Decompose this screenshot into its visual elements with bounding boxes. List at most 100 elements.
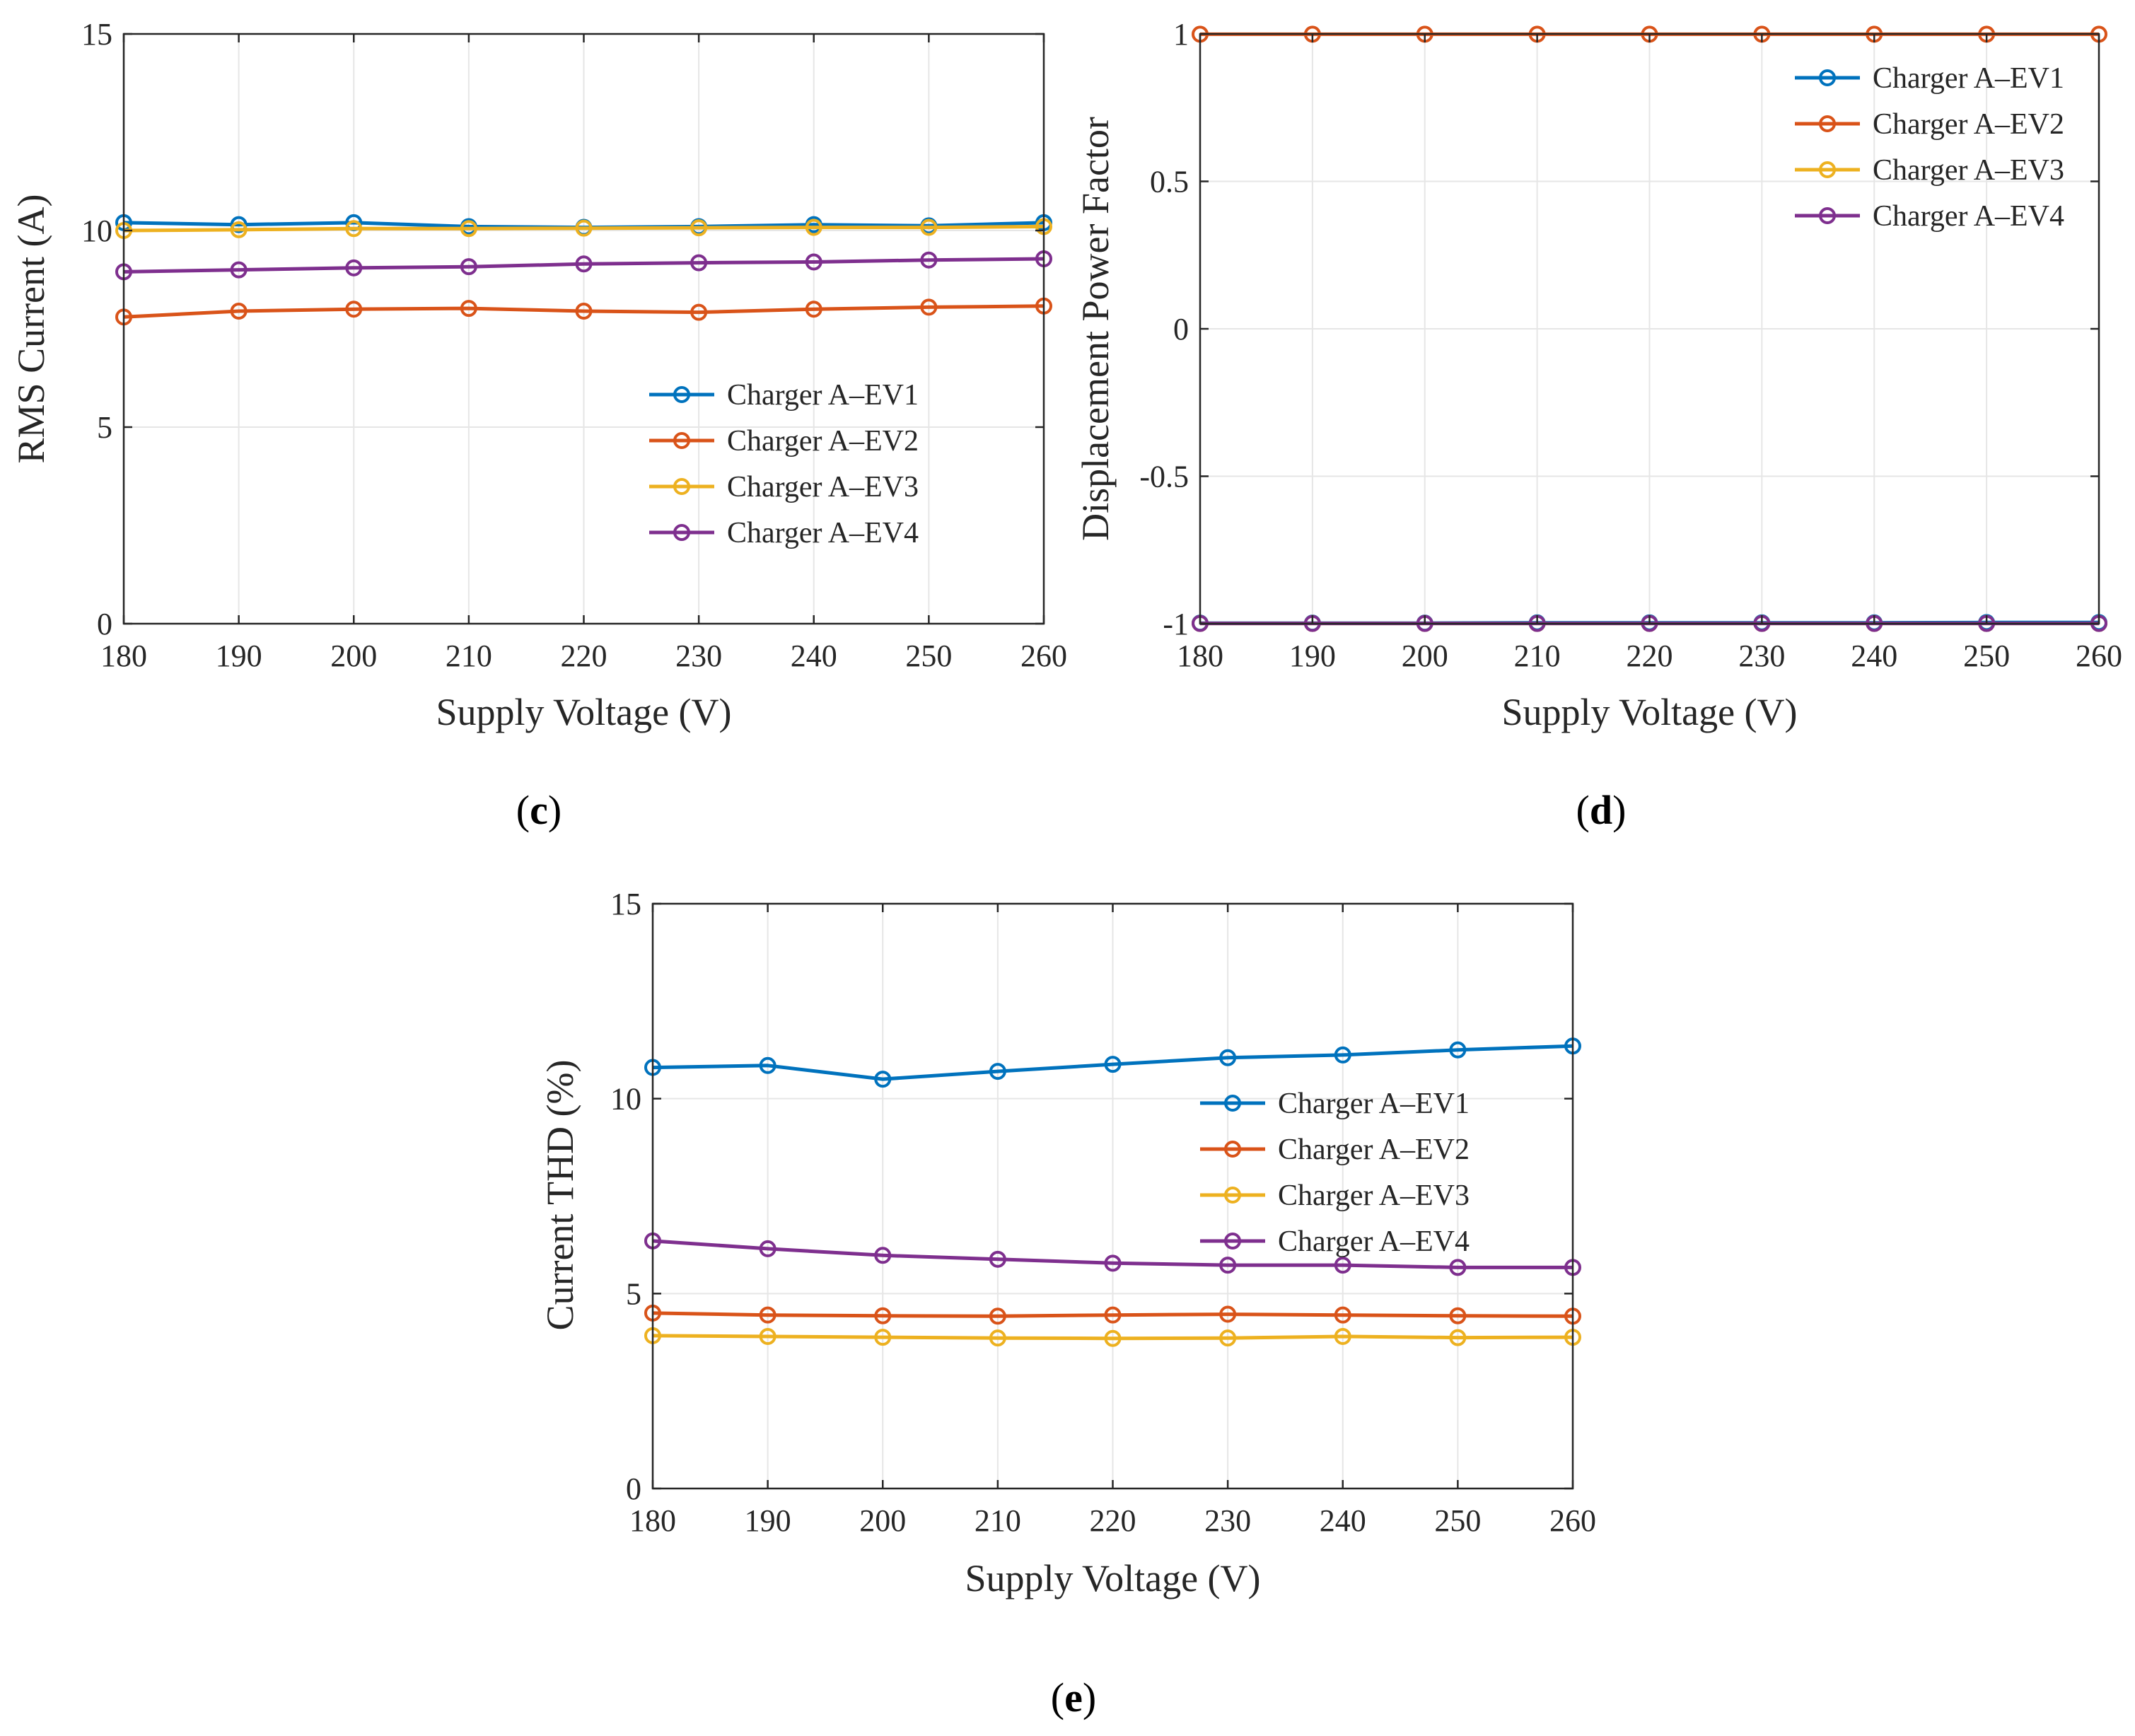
- caption-paren-open: (: [516, 787, 530, 833]
- data-point: [874, 1071, 892, 1088]
- chart-panel-d: 180 190 200 210 220 230 240 250 260 -1 -0.5 0 0.5 1 Su…: [1074, 17, 2122, 833]
- x-tick-label: 260: [1549, 1503, 1596, 1538]
- data-point: [575, 219, 593, 237]
- y-axis-label: Displacement Power Factor: [1074, 117, 1117, 541]
- legend-entry: Charger A–EV3: [649, 471, 919, 503]
- x-tick-label: 240: [1320, 1503, 1366, 1538]
- legend-entry: Charger A–EV4: [649, 517, 919, 549]
- legend-entry: Charger A–EV1: [1795, 62, 2064, 95]
- x-axis-label: Supply Voltage (V): [965, 1557, 1261, 1600]
- legend-swatch-marker: [1819, 115, 1836, 132]
- legend-entry: Charger A–EV3: [1200, 1179, 1470, 1212]
- ticks: 180 190 200 210 220 230 240 250 260 -1 -0.5 0 0.5 1: [1139, 17, 2122, 673]
- series-line: [652, 1334, 1573, 1341]
- data-point: [230, 302, 248, 320]
- legend-label: Charger A–EV4: [727, 517, 919, 549]
- y-tick-label: 1: [1173, 17, 1189, 52]
- data-point: [874, 1307, 892, 1324]
- y-tick-label: -1: [1163, 607, 1189, 641]
- x-tick-label: 220: [561, 639, 607, 673]
- series-line: [652, 1239, 1573, 1269]
- caption-paren-open: (: [1051, 1674, 1064, 1720]
- chart-panel-c: 180 190 200 210 220 230 240 250 260 0 5 10 15 Supply …: [10, 17, 1067, 833]
- x-tick-label: 180: [629, 1503, 676, 1538]
- y-tick-label: 0: [1173, 312, 1189, 346]
- x-tick-label: 190: [745, 1503, 791, 1538]
- x-tick-label: 250: [1963, 639, 2010, 673]
- data-point: [460, 258, 477, 276]
- data-point: [230, 221, 248, 238]
- y-tick-label: 15: [81, 17, 112, 52]
- x-tick-label: 210: [975, 1503, 1021, 1538]
- legend-swatch-marker: [1224, 1233, 1241, 1249]
- y-axis-label: RMS Current (A): [10, 194, 52, 464]
- legend: Charger A–EV1 Charger A–EV2 Charger A–EV3 C…: [1795, 62, 2064, 233]
- y-axis-label: Current THD (%): [539, 1060, 581, 1331]
- data-point: [460, 300, 477, 318]
- x-tick-label: 240: [791, 639, 837, 673]
- series-line: [123, 304, 1045, 319]
- legend-entry: Charger A–EV1: [1200, 1088, 1470, 1120]
- caption-paren-open: (: [1576, 787, 1590, 833]
- data-point: [1334, 1306, 1351, 1324]
- legend-label: Charger A–EV2: [1278, 1134, 1470, 1166]
- data-point: [1104, 1056, 1122, 1073]
- x-axis-label: Supply Voltage (V): [1502, 691, 1798, 733]
- series-line: [123, 224, 1045, 233]
- data-point: [920, 298, 938, 316]
- legend-swatch-marker: [673, 524, 690, 541]
- legend-label: Charger A–EV2: [727, 425, 919, 458]
- x-tick-label: 220: [1090, 1503, 1136, 1538]
- data-point: [690, 254, 708, 272]
- data-point: [874, 1329, 892, 1346]
- legend-label: Charger A–EV3: [1278, 1179, 1470, 1212]
- data-point: [759, 1306, 776, 1324]
- panel-caption: (c): [516, 787, 562, 833]
- data-point: [230, 261, 248, 279]
- legend-entry: Charger A–EV4: [1795, 200, 2064, 233]
- data-point: [989, 1250, 1006, 1268]
- chart-panel-e: 180 190 200 210 220 230 240 250 260 0 5 10 15 Supply …: [539, 887, 1596, 1720]
- x-tick-label: 220: [1627, 639, 1673, 673]
- data-point: [920, 251, 938, 269]
- y-tick-label: -0.5: [1139, 460, 1189, 494]
- data-point: [690, 303, 708, 321]
- series-1: [644, 1037, 1581, 1088]
- panel-caption: (d): [1576, 787, 1627, 833]
- x-tick-label: 200: [859, 1503, 906, 1538]
- legend-swatch-marker: [1224, 1095, 1241, 1112]
- data-point: [690, 219, 708, 237]
- legend-label: Charger A–EV3: [1873, 154, 2064, 187]
- data-point: [989, 1329, 1006, 1347]
- data-point: [805, 219, 822, 236]
- data-point: [345, 259, 363, 276]
- legend-entry: Charger A–EV1: [649, 379, 919, 412]
- caption-letter: e: [1064, 1674, 1083, 1720]
- x-axis-label: Supply Voltage (V): [436, 691, 732, 733]
- y-tick-label: 0: [97, 607, 112, 641]
- y-tick-label: 0.5: [1150, 165, 1189, 199]
- y-tick-label: 10: [610, 1082, 641, 1117]
- data-point: [1219, 1329, 1237, 1347]
- data-point: [1334, 1046, 1351, 1064]
- data-point: [759, 1056, 776, 1074]
- data-point: [1104, 1254, 1122, 1272]
- data-point: [1219, 1305, 1237, 1323]
- ticks: 180 190 200 210 220 230 240 250 260 0 5 10 15: [81, 17, 1067, 673]
- x-tick-label: 260: [2076, 639, 2122, 673]
- y-tick-label: 15: [610, 887, 641, 921]
- legend-swatch-marker: [673, 478, 690, 495]
- legend-entry: Charger A–EV3: [1795, 154, 2064, 187]
- data-point: [805, 253, 822, 271]
- legend-swatch-marker: [1224, 1141, 1241, 1158]
- legend-swatch-marker: [1819, 161, 1836, 178]
- legend-label: Charger A–EV3: [727, 471, 919, 503]
- x-tick-label: 200: [330, 639, 377, 673]
- x-tick-label: 230: [1204, 1503, 1251, 1538]
- data-point: [1334, 1327, 1351, 1345]
- y-tick-label: 5: [97, 410, 112, 445]
- data-point: [1449, 1259, 1467, 1276]
- legend-label: Charger A–EV1: [1873, 62, 2064, 95]
- legend-entry: Charger A–EV4: [1200, 1225, 1470, 1258]
